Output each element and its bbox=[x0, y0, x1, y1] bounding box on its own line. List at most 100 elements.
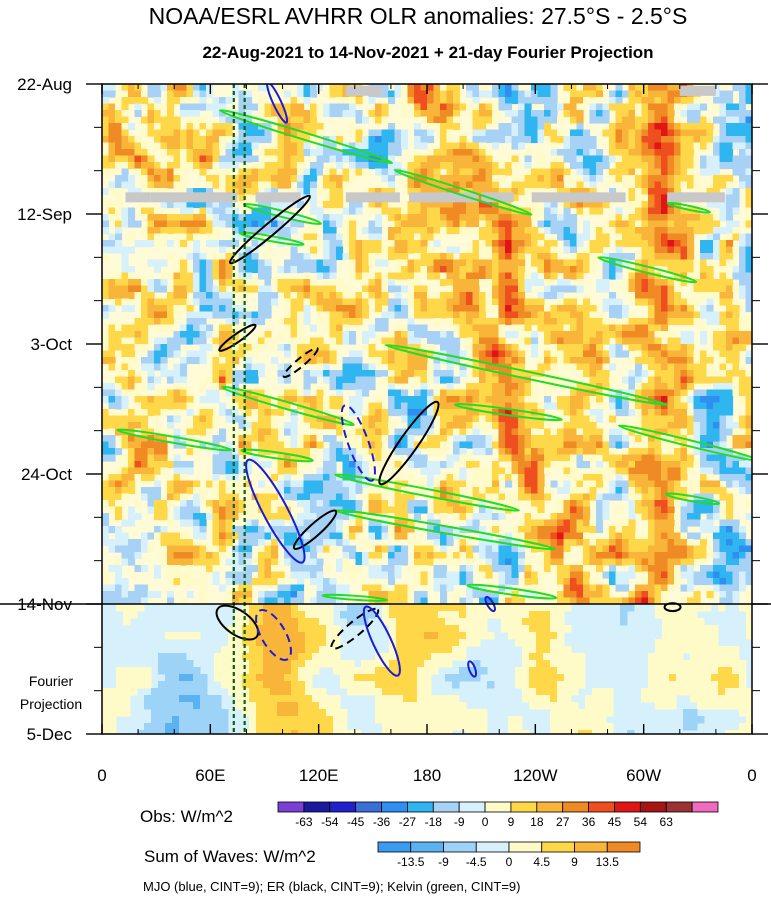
obs-cell bbox=[323, 467, 331, 475]
obs-cell bbox=[342, 298, 350, 306]
obs-cell bbox=[303, 435, 311, 443]
obs-cell bbox=[674, 233, 682, 241]
obs-cell bbox=[505, 292, 513, 300]
obs-cell bbox=[719, 246, 727, 254]
obs-cell bbox=[706, 207, 714, 215]
obs-cell bbox=[134, 292, 142, 300]
obs-cell bbox=[583, 136, 591, 144]
obs-cell bbox=[563, 324, 571, 332]
obs-cell bbox=[128, 467, 136, 475]
obs-cell bbox=[550, 266, 558, 274]
obs-cell bbox=[518, 220, 526, 228]
obs-cell bbox=[186, 428, 194, 436]
obs-cell bbox=[349, 363, 357, 371]
obs-cell bbox=[641, 474, 649, 482]
obs-cell bbox=[524, 214, 532, 222]
obs-cell bbox=[524, 149, 532, 157]
obs-cell bbox=[232, 305, 240, 313]
obs-cell bbox=[596, 84, 604, 92]
obs-cell bbox=[492, 136, 500, 144]
obs-cell bbox=[713, 240, 721, 248]
obs-cell bbox=[661, 487, 669, 495]
obs-cell bbox=[147, 467, 155, 475]
obs-cell bbox=[537, 292, 545, 300]
obs-cell bbox=[128, 181, 136, 189]
obs-cell bbox=[206, 103, 214, 111]
obs-cell bbox=[531, 467, 539, 475]
obs-cell bbox=[635, 454, 643, 462]
obs-cell bbox=[648, 279, 656, 287]
obs-cell bbox=[290, 266, 298, 274]
obs-cell bbox=[719, 123, 727, 131]
obs-cell bbox=[667, 123, 675, 131]
obs-cell bbox=[654, 383, 662, 391]
obs-cell bbox=[290, 487, 298, 495]
obs-cell bbox=[219, 97, 227, 105]
obs-cell bbox=[108, 480, 116, 488]
obs-cell bbox=[739, 175, 747, 183]
obs-cell bbox=[609, 415, 617, 423]
obs-cell bbox=[706, 298, 714, 306]
obs-cell bbox=[277, 370, 285, 378]
obs-cell bbox=[661, 116, 669, 124]
obs-cell bbox=[622, 181, 630, 189]
obs-cell bbox=[212, 175, 220, 183]
obs-cell bbox=[713, 441, 721, 449]
obs-cell bbox=[375, 155, 383, 163]
obs-cell bbox=[544, 448, 552, 456]
obs-cell bbox=[355, 207, 363, 215]
obs-cell bbox=[589, 253, 597, 261]
obs-cell bbox=[440, 155, 448, 163]
obs-cell bbox=[628, 194, 636, 202]
obs-cell bbox=[290, 337, 298, 345]
obs-cell bbox=[316, 136, 324, 144]
obs-cell bbox=[420, 97, 428, 105]
obs-cell bbox=[167, 123, 175, 131]
obs-cell bbox=[706, 435, 714, 443]
obs-cell bbox=[368, 324, 376, 332]
obs-cell bbox=[375, 350, 383, 358]
obs-cell bbox=[349, 175, 357, 183]
obs-cell bbox=[433, 227, 441, 235]
obs-cell bbox=[349, 220, 357, 228]
obs-cell bbox=[453, 142, 461, 150]
obs-cell bbox=[407, 396, 415, 404]
obs-cell bbox=[199, 90, 207, 98]
obs-cell bbox=[271, 142, 279, 150]
plot-area bbox=[102, 84, 752, 734]
obs-cell bbox=[726, 318, 734, 326]
obs-cell bbox=[505, 168, 513, 176]
obs-cell bbox=[368, 292, 376, 300]
obs-cell bbox=[349, 467, 357, 475]
obs-cell bbox=[719, 253, 727, 261]
obs-cell bbox=[576, 435, 584, 443]
obs-cell bbox=[238, 435, 246, 443]
obs-cell bbox=[687, 97, 695, 105]
obs-cell bbox=[102, 149, 110, 157]
obs-cell bbox=[511, 402, 519, 410]
obs-cell bbox=[622, 324, 630, 332]
obs-cell bbox=[388, 350, 396, 358]
obs-cell bbox=[531, 402, 539, 410]
obs-cell bbox=[219, 266, 227, 274]
obs-cell bbox=[303, 227, 311, 235]
obs-cell bbox=[336, 493, 344, 501]
obs-cell bbox=[531, 188, 539, 196]
obs-cell bbox=[667, 337, 675, 345]
obs-cell bbox=[232, 311, 240, 319]
obs-cell bbox=[238, 214, 246, 222]
obs-cell bbox=[102, 240, 110, 248]
obs-cell bbox=[323, 396, 331, 404]
obs-cell bbox=[518, 272, 526, 280]
obs-cell bbox=[589, 422, 597, 430]
obs-cell bbox=[277, 149, 285, 157]
obs-cell bbox=[609, 97, 617, 105]
obs-cell bbox=[349, 448, 357, 456]
obs-cell bbox=[596, 461, 604, 469]
obs-cell bbox=[589, 409, 597, 417]
obs-cell bbox=[498, 474, 506, 482]
obs-cell bbox=[375, 136, 383, 144]
obs-cell bbox=[284, 422, 292, 430]
obs-cell bbox=[563, 409, 571, 417]
obs-cell bbox=[284, 168, 292, 176]
